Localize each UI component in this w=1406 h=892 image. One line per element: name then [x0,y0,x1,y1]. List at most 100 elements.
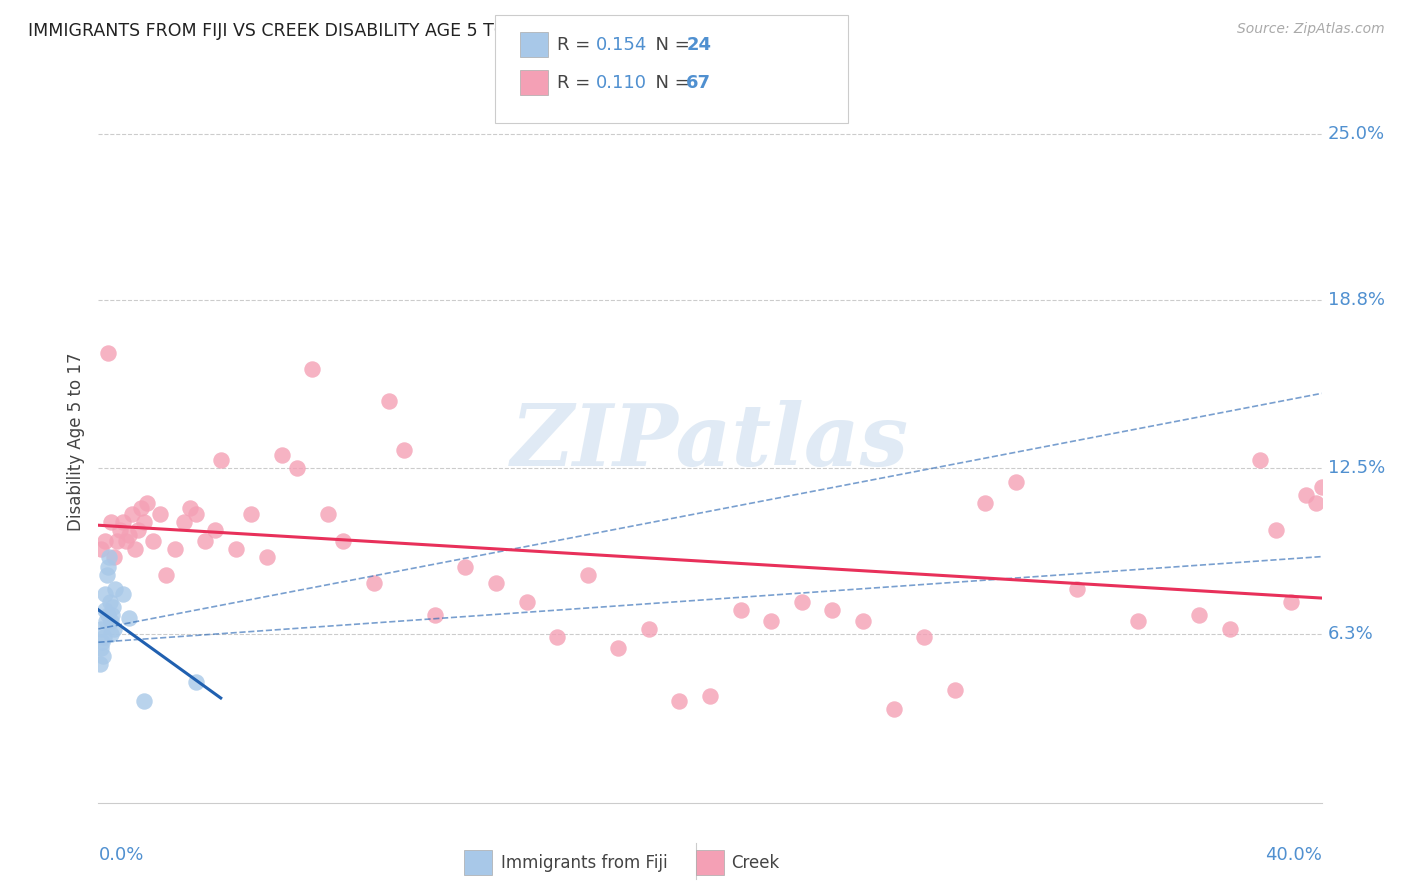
Point [285,461,308,475]
Point [93,533,115,548]
Point [97,560,120,574]
Point [142,533,165,548]
Point [91,648,114,663]
Point [118,528,141,542]
Point [90,622,112,636]
Point [378,394,401,409]
Text: 18.8%: 18.8% [1327,291,1385,309]
Point [100,614,122,628]
Point [790,595,813,609]
Text: 0.0%: 0.0% [98,847,143,864]
Point [94,614,117,628]
Point [912,630,935,644]
Point [149,507,172,521]
Text: 12.5%: 12.5% [1327,459,1385,477]
Point [363,576,385,591]
Point [607,640,630,655]
Point [821,603,844,617]
Point [454,560,477,574]
Text: Immigrants from Fiji: Immigrants from Fiji [501,855,668,872]
Point [730,603,752,617]
Point [516,595,538,609]
Point [1188,608,1211,623]
Point [1279,595,1302,609]
Point [173,515,195,529]
Point [97,346,120,360]
Point [186,507,208,521]
Point [1128,614,1150,628]
Text: Source: ZipAtlas.com: Source: ZipAtlas.com [1237,22,1385,37]
Point [103,549,125,564]
Text: 24: 24 [686,37,711,54]
Point [124,541,146,556]
Point [668,694,690,708]
Point [316,507,339,521]
Point [100,627,122,641]
Point [98,595,121,609]
Text: 0.154: 0.154 [596,37,648,54]
Point [111,587,134,601]
Point [270,448,294,462]
Point [134,694,156,708]
Point [194,533,217,548]
Point [301,362,323,376]
Text: Creek: Creek [731,855,779,872]
Text: N =: N = [644,37,696,54]
Point [225,541,247,556]
Point [129,501,152,516]
Point [1310,480,1333,494]
Point [883,702,905,716]
Point [1305,496,1327,510]
Point [134,515,156,529]
Point [209,453,232,467]
Point [1295,488,1317,502]
Point [101,600,124,615]
Point [852,614,875,628]
Point [637,622,661,636]
Point [94,603,117,617]
Point [974,496,997,510]
Text: R =: R = [557,74,596,92]
Point [105,533,128,548]
Point [90,640,112,655]
Point [186,675,208,690]
Point [100,515,122,529]
Point [1004,475,1026,489]
Point [179,501,201,516]
Point [485,576,508,591]
Point [93,587,115,601]
Point [104,582,127,596]
Point [118,611,141,625]
Point [103,622,125,636]
Text: IMMIGRANTS FROM FIJI VS CREEK DISABILITY AGE 5 TO 17 CORRELATION CHART: IMMIGRANTS FROM FIJI VS CREEK DISABILITY… [28,22,730,40]
Text: 0.110: 0.110 [596,74,647,92]
Point [1066,582,1088,596]
Point [121,507,143,521]
Text: ZIPatlas: ZIPatlas [510,400,910,483]
Point [761,614,783,628]
Point [163,541,186,556]
Point [101,608,124,623]
Point [97,608,120,623]
Point [1250,453,1272,467]
Point [1219,622,1241,636]
Point [256,549,278,564]
Point [96,568,118,582]
Point [90,541,112,556]
Point [332,533,354,548]
Point [1264,523,1286,537]
Text: N =: N = [644,74,696,92]
Point [127,523,149,537]
Point [115,533,138,548]
Point [699,689,721,703]
Point [108,523,131,537]
Text: 67: 67 [686,74,711,92]
Point [155,568,177,582]
Point [136,496,159,510]
Text: 40.0%: 40.0% [1265,847,1322,864]
Point [204,523,226,537]
Text: 6.3%: 6.3% [1327,625,1374,643]
Point [91,635,114,649]
Point [392,442,416,457]
Text: R =: R = [557,37,596,54]
